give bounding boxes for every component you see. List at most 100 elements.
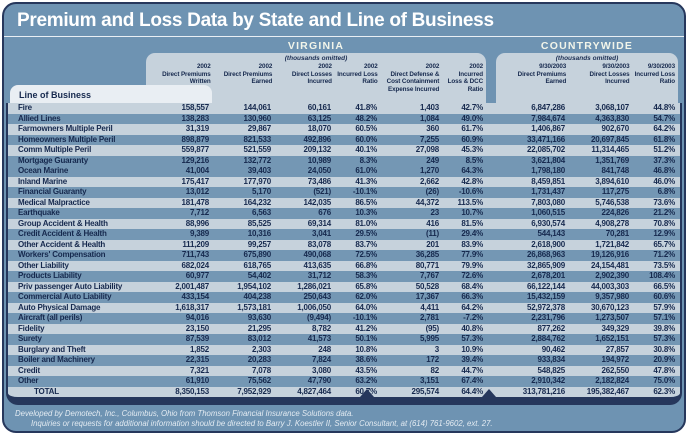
cell: 559,877 bbox=[181, 145, 209, 154]
cell: 4,908,278 bbox=[595, 218, 629, 228]
cell: 22,085,702 bbox=[526, 145, 565, 154]
row-label: Commercial Auto Liability bbox=[18, 292, 112, 301]
row-label: Inland Marine bbox=[18, 176, 67, 186]
cell: 262,550 bbox=[601, 365, 629, 375]
row-label: TOTAL bbox=[34, 386, 59, 396]
cell: 31,712 bbox=[307, 271, 331, 280]
cell: 10.8% bbox=[355, 344, 377, 354]
cell: 544,143 bbox=[537, 229, 565, 238]
cell: 37.3% bbox=[653, 155, 675, 165]
cell: 8,459,851 bbox=[531, 176, 565, 186]
decorative-triangle-left bbox=[360, 389, 374, 397]
cell: 42.7% bbox=[461, 103, 483, 112]
cell: 1,652,151 bbox=[595, 334, 629, 343]
cell: 20,283 bbox=[247, 355, 271, 364]
section-gap bbox=[486, 240, 496, 251]
cell: 41,573 bbox=[307, 334, 331, 343]
cell: 30.8% bbox=[653, 344, 675, 354]
cell: 29.4% bbox=[461, 229, 483, 238]
table-row: Other Accident & Health 111,209 99,257 83,0… bbox=[8, 239, 680, 251]
footer: Developed by Demotech, Inc., Columbus, O… bbox=[4, 409, 684, 429]
cell: 2,303 bbox=[251, 344, 271, 354]
cell: 682,024 bbox=[181, 260, 209, 270]
section-gap bbox=[486, 166, 496, 177]
cell: 132,772 bbox=[243, 155, 271, 165]
cell: 30,670,123 bbox=[590, 302, 629, 312]
cell: 618,765 bbox=[243, 260, 271, 270]
cell: 209,132 bbox=[303, 145, 331, 154]
section-gap bbox=[486, 261, 496, 272]
cell: 9,357,980 bbox=[595, 292, 629, 301]
section-gap bbox=[486, 145, 496, 156]
cell: 57.9% bbox=[653, 302, 675, 312]
cell: 2,662 bbox=[419, 176, 439, 186]
cell: 99,257 bbox=[247, 239, 271, 249]
cell: 413,635 bbox=[303, 260, 331, 270]
cell: 81.5% bbox=[461, 218, 483, 228]
cell: 7,321 bbox=[189, 365, 209, 375]
cell: 6,847,286 bbox=[531, 103, 565, 112]
section-gap bbox=[486, 355, 496, 366]
cell: 64.2% bbox=[653, 124, 675, 133]
cell: 108.4% bbox=[649, 271, 675, 280]
cell: 3,068,107 bbox=[595, 103, 629, 112]
row-label: Other Liability bbox=[18, 260, 69, 270]
cell: 39,403 bbox=[247, 166, 271, 175]
cell: (95) bbox=[425, 323, 440, 333]
table-row: Homeowners Multiple Peril 898,879 821,533 4… bbox=[8, 134, 680, 145]
section-gap bbox=[486, 313, 496, 324]
cell: 22,315 bbox=[185, 355, 209, 364]
cell: 1,852 bbox=[189, 344, 209, 354]
row-label: Credit bbox=[18, 365, 40, 375]
countrywide-column-headers: 9/30/2003 Direct Premiums Earned 9/30/200… bbox=[496, 63, 678, 86]
cell: 27,098 bbox=[415, 145, 439, 154]
cell: 8,350,153 bbox=[175, 386, 209, 396]
table-row: Other Liability 682,024 618,765 413,635 66.8… bbox=[8, 260, 680, 272]
cell: 142,035 bbox=[303, 197, 331, 207]
cell: 66.3% bbox=[461, 292, 483, 301]
cell: 40.1% bbox=[355, 145, 377, 154]
table-row: Group Accident & Health 88,996 85,525 69,31… bbox=[8, 218, 680, 229]
cell: 64.0% bbox=[355, 302, 377, 312]
decorative-triangle-right bbox=[482, 389, 496, 397]
cell: 3 bbox=[434, 344, 439, 354]
cell: 58.3% bbox=[355, 271, 377, 280]
cell: 48.2% bbox=[355, 113, 377, 123]
section-gap bbox=[486, 103, 496, 114]
cell: 3,080 bbox=[311, 365, 331, 375]
cell: 7,984,674 bbox=[531, 113, 565, 123]
cell: (26) bbox=[425, 187, 440, 196]
cell: 75,562 bbox=[247, 376, 271, 385]
table-row: Allied Lines 138,283 130,960 63,125 48.2% 1,0… bbox=[8, 113, 680, 124]
cell: 130,960 bbox=[243, 113, 271, 123]
cell: 93,630 bbox=[247, 313, 271, 322]
table-row: Financial Guaranty 13,012 5,170 (521) -10.1%… bbox=[8, 187, 680, 198]
cell: 9,389 bbox=[189, 229, 209, 238]
cell: 21.2% bbox=[653, 208, 675, 217]
cell: 24,154,481 bbox=[590, 260, 629, 270]
cell: 63.2% bbox=[355, 376, 377, 385]
table-row: Auto Physical Damage 1,618,317 1,573,181 1,… bbox=[8, 302, 680, 314]
table-row: Other 61,910 75,562 47,790 63.2% 3,151 67.4% 2,… bbox=[8, 376, 680, 387]
cell: 20,697,845 bbox=[590, 134, 629, 144]
countrywide-column-header: 9/30/2003 Direct Premiums Earned bbox=[517, 63, 567, 86]
row-label: Boiler and Machinery bbox=[18, 355, 95, 364]
cell: 63,125 bbox=[307, 113, 331, 123]
cell: 71.2% bbox=[653, 250, 675, 259]
table-row: Workers' Compensation 711,743 675,890 490,0… bbox=[8, 250, 680, 261]
table-row: Ocean Marine 41,004 39,403 24,050 61.0% 1,270… bbox=[8, 166, 680, 177]
cell: 87,539 bbox=[185, 334, 209, 343]
section-gap bbox=[486, 250, 496, 261]
cell: 72.5% bbox=[355, 250, 377, 259]
cell: 88,996 bbox=[185, 218, 209, 228]
cell: 57.3% bbox=[461, 334, 483, 343]
virginia-units-note: (thousands omitted) bbox=[284, 55, 348, 62]
cell: 7,803,080 bbox=[531, 197, 565, 207]
cell: 86.5% bbox=[355, 197, 377, 207]
cell: 81.0% bbox=[355, 218, 377, 228]
table-row: Earthquake 7,712 6,563 676 10.3% 23 10.7% 1,060… bbox=[8, 208, 680, 219]
cell: 66,122,144 bbox=[526, 281, 565, 291]
section-gap bbox=[486, 303, 496, 314]
cell: 41.2% bbox=[355, 323, 377, 333]
